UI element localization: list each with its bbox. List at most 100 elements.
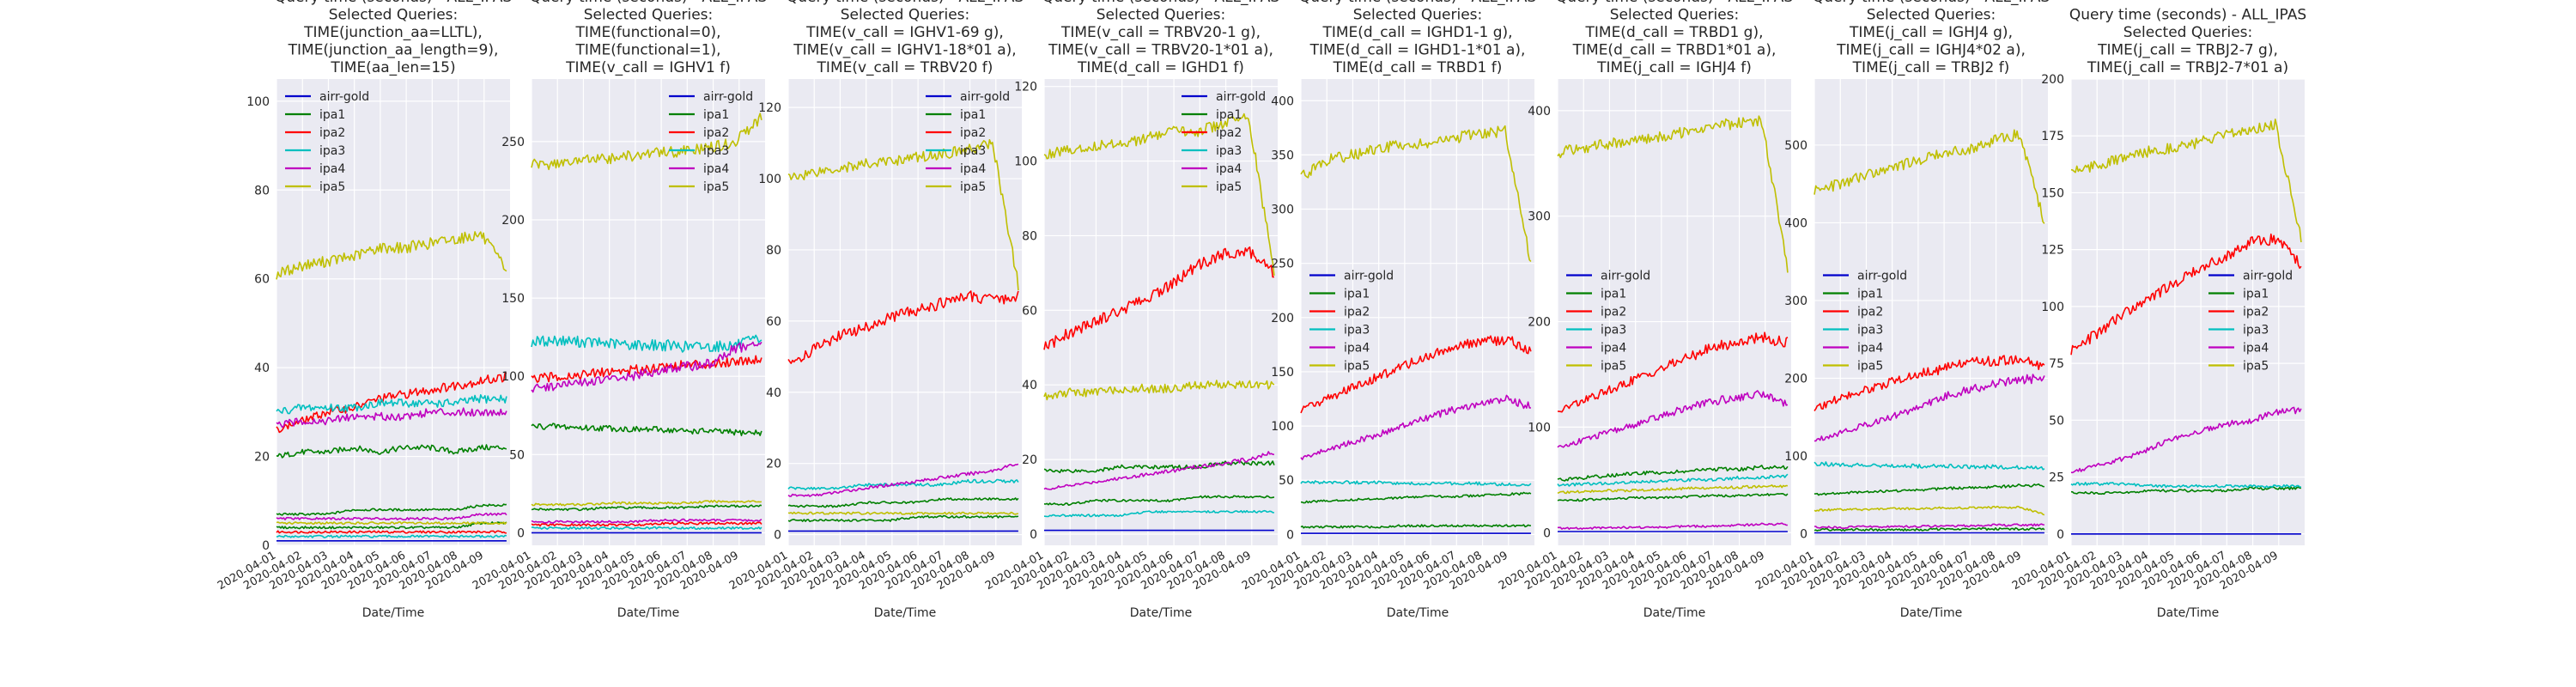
legend-label-ipa3: ipa3 <box>319 144 345 158</box>
x-axis-label: Date/Time <box>1387 606 1449 620</box>
legend-label-ipa4: ipa4 <box>2243 342 2269 356</box>
y-tick-label: 80 <box>1022 229 1037 243</box>
legend-label-airr-gold: airr-gold <box>1216 90 1266 104</box>
chart-title-line: Query time (seconds) - ALL_IPAS <box>275 0 512 6</box>
legend-label-ipa2: ipa2 <box>960 126 986 140</box>
chart-title-line: TIME(d_call = TRBD1*01 a), <box>1572 42 1777 59</box>
legend-label-ipa5: ipa5 <box>1216 180 1242 194</box>
series-line-ipa4 <box>2070 406 2302 474</box>
y-tick-label: 400 <box>1528 105 1551 119</box>
series-line-ipa2 <box>276 530 507 534</box>
series-line-ipa3 <box>1300 480 1532 487</box>
y-tick-label: 300 <box>1271 204 1294 217</box>
legend: airr-gold ipa1 ipa2 ipa3 ipa4 ipa5 <box>1182 90 1266 194</box>
series-line-ipa1 <box>787 514 1019 523</box>
legend-label-ipa4: ipa4 <box>319 162 345 176</box>
chart-title-line: Query time (seconds) - ALL_IPAS <box>1813 0 2050 6</box>
legend-label-ipa5: ipa5 <box>1601 360 1626 374</box>
legend-label-ipa4: ipa4 <box>1601 342 1626 356</box>
legend-label-ipa3: ipa3 <box>1344 324 1370 337</box>
chart-panel-8: 02550751001251501752002020-04-012020-04-… <box>2010 7 2306 621</box>
chart-title-line: TIME(functional=1), <box>574 42 720 59</box>
series-line-ipa5 <box>787 139 1019 291</box>
y-tick-label: 125 <box>2041 244 2064 258</box>
chart-title-line: Selected Queries: <box>1353 7 1482 24</box>
chart-title-line: TIME(v_call = IGHV1 f) <box>565 59 731 76</box>
legend-label-airr-gold: airr-gold <box>319 90 369 104</box>
plot-area <box>532 79 765 545</box>
series-line-ipa4 <box>787 463 1019 497</box>
series-line-ipa3 <box>1043 509 1274 518</box>
y-tick-label: 200 <box>1271 312 1294 325</box>
chart-title-line: TIME(v_call = TRBV20-1 g), <box>1060 24 1261 41</box>
y-tick-label: 100 <box>246 95 270 109</box>
y-tick-label: 50 <box>1279 474 1294 488</box>
series-line-ipa2 <box>1300 335 1532 414</box>
y-tick-label: 80 <box>254 184 270 198</box>
chart-title-line: TIME(j_call = TRBJ2 f) <box>1852 59 2010 76</box>
y-tick-label: 50 <box>509 448 525 462</box>
y-tick-label: 100 <box>1528 421 1551 435</box>
series-line-ipa5 <box>1043 112 1275 276</box>
series-line-ipa2 <box>1814 355 2045 411</box>
chart-title-line: TIME(j_call = IGHJ4 g), <box>1849 24 2013 41</box>
legend-label-ipa4: ipa4 <box>1344 342 1370 356</box>
y-tick-label: 0 <box>262 539 270 553</box>
series-line-ipa1 <box>1300 491 1532 504</box>
legend-label-ipa3: ipa3 <box>1216 144 1242 158</box>
y-tick-label: 40 <box>1022 379 1037 392</box>
y-tick-label: 100 <box>1784 450 1807 464</box>
legend-label-airr-gold: airr-gold <box>960 90 1010 104</box>
y-tick-label: 150 <box>501 292 525 306</box>
series-line-ipa5 <box>276 231 507 280</box>
chart-title-line: Query time (seconds) - ALL_IPAS <box>530 0 767 6</box>
legend-label-ipa2: ipa2 <box>319 126 345 140</box>
chart-title-line: Query time (seconds) - ALL_IPAS <box>787 0 1024 6</box>
chart-title-line: Selected Queries: <box>1610 7 1739 24</box>
series-line-ipa4 <box>531 518 762 524</box>
legend-label-ipa2: ipa2 <box>1216 126 1242 140</box>
series-line-ipa1 <box>787 497 1019 508</box>
plot-area <box>1558 79 1791 545</box>
chart-title-line: Query time (seconds) - ALL_IPAS <box>1556 0 1793 6</box>
chart-panel-5: 0501001502002503003504002020-04-012020-0… <box>1240 0 1536 620</box>
series-line-ipa2 <box>2070 233 2302 356</box>
y-tick-label: 60 <box>254 273 270 287</box>
y-tick-label: 40 <box>254 362 270 375</box>
legend-label-ipa1: ipa1 <box>1857 288 1883 301</box>
y-tick-label: 200 <box>1784 372 1807 386</box>
chart-title-line: TIME(d_call = TRBD1 g), <box>1585 24 1764 41</box>
series-line-ipa4 <box>1557 390 1789 448</box>
x-axis-label: Date/Time <box>1130 606 1192 620</box>
chart-title-line: Selected Queries: <box>1097 7 1225 24</box>
y-tick-label: 120 <box>758 101 781 115</box>
series-line-ipa4 <box>1558 522 1788 531</box>
x-axis-label: Date/Time <box>362 606 424 620</box>
series-line-ipa1 <box>1557 492 1789 502</box>
y-tick-label: 25 <box>2049 471 2064 485</box>
legend-label-airr-gold: airr-gold <box>1601 270 1650 283</box>
legend-label-ipa3: ipa3 <box>703 144 729 158</box>
chart-panel-1: 0204060801002020-04-012020-04-022020-04-… <box>216 0 512 620</box>
legend-label-ipa1: ipa1 <box>1601 288 1626 301</box>
series-line-ipa4 <box>1300 394 1531 460</box>
y-tick-label: 175 <box>2041 130 2064 143</box>
chart-title-line: TIME(d_call = IGHD1 f) <box>1077 59 1244 76</box>
y-tick-label: 300 <box>1528 210 1551 224</box>
legend: airr-gold ipa1 ipa2 ipa3 ipa4 ipa5 <box>285 90 369 194</box>
chart-title-line: TIME(d_call = IGHD1-1*01 a), <box>1309 42 1526 59</box>
legend-label-ipa3: ipa3 <box>960 144 986 158</box>
y-tick-label: 0 <box>1030 528 1037 542</box>
legend-label-ipa1: ipa1 <box>2243 288 2269 301</box>
legend: airr-gold ipa1 ipa2 ipa3 ipa4 ipa5 <box>1823 270 1907 374</box>
chart-title-line: TIME(j_call = TRBJ2-7 g), <box>2097 42 2278 59</box>
chart-title-line: TIME(junction_aa_length=9), <box>288 42 499 59</box>
series-line-ipa2 <box>531 521 762 527</box>
y-tick-label: 200 <box>1528 316 1551 330</box>
chart-panel-3: 0204060801001202020-04-012020-04-022020-… <box>727 0 1024 620</box>
y-tick-label: 200 <box>2041 73 2064 87</box>
series-line-ipa3 <box>2070 481 2301 489</box>
series-line-ipa5 <box>787 511 1019 515</box>
legend-label-ipa4: ipa4 <box>703 162 729 176</box>
y-tick-label: 300 <box>1784 295 1807 308</box>
